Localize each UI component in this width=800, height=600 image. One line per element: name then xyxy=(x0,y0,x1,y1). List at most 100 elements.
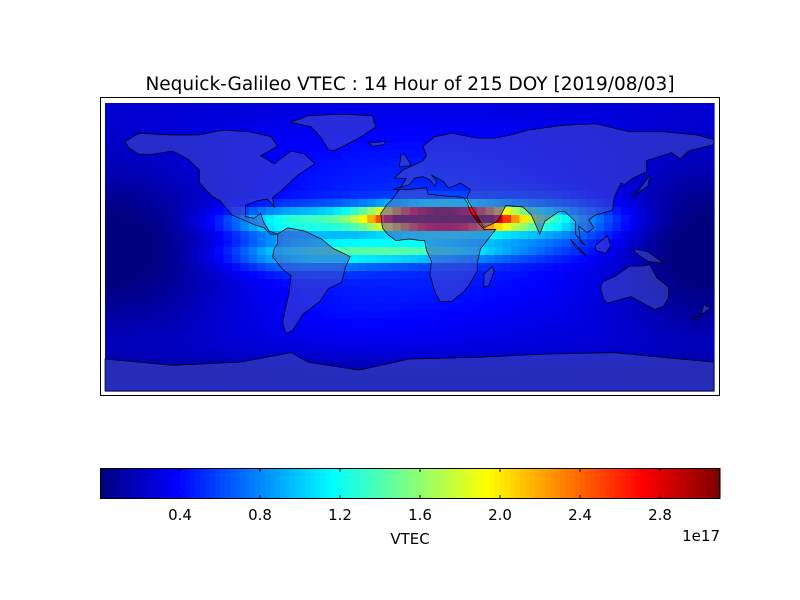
heatmap-cell xyxy=(561,295,571,304)
heatmap-cell xyxy=(527,271,537,280)
heatmap-cell xyxy=(477,255,487,264)
colorbar-segment xyxy=(615,468,621,499)
heatmap-cell xyxy=(333,175,343,184)
heatmap-cell xyxy=(485,239,495,248)
heatmap-cell xyxy=(671,311,681,320)
heatmap-cell xyxy=(468,303,478,312)
heatmap-cell xyxy=(629,175,639,184)
heatmap-cell xyxy=(384,327,394,336)
heatmap-cell xyxy=(375,335,385,344)
heatmap-cell xyxy=(248,127,258,136)
heatmap-cell xyxy=(121,263,131,272)
heatmap-cell xyxy=(223,255,233,264)
heatmap-cell xyxy=(282,335,292,344)
heatmap-cell xyxy=(511,215,521,224)
heatmap-cell xyxy=(147,247,157,256)
heatmap-cell xyxy=(223,215,233,224)
heatmap-cell xyxy=(392,143,402,152)
heatmap-cell xyxy=(553,111,563,120)
heatmap-cell xyxy=(637,255,647,264)
heatmap-cell xyxy=(663,103,673,112)
colorbar-segment xyxy=(595,468,601,499)
heatmap-cell xyxy=(164,295,174,304)
heatmap-cell xyxy=(121,255,131,264)
heatmap-cell xyxy=(172,343,182,352)
heatmap-cell xyxy=(553,343,563,352)
heatmap-cell xyxy=(697,223,707,232)
heatmap-cell xyxy=(409,295,419,304)
colorbar-segment xyxy=(400,468,406,499)
heatmap-cell xyxy=(561,335,571,344)
heatmap-cell xyxy=(105,215,115,224)
heatmap-cell xyxy=(299,127,309,136)
heatmap-cell xyxy=(130,271,140,280)
heatmap-cell xyxy=(130,151,140,160)
heatmap-cell xyxy=(417,311,428,320)
heatmap-cell xyxy=(553,239,563,248)
colorbar-segment xyxy=(620,468,626,499)
heatmap-cell xyxy=(130,223,140,232)
heatmap-cell xyxy=(164,311,174,320)
heatmap-cell xyxy=(223,319,233,328)
heatmap-cell xyxy=(308,215,318,224)
heatmap-cell xyxy=(536,319,546,328)
heatmap-cell xyxy=(561,223,571,232)
heatmap-cell xyxy=(240,303,250,312)
heatmap-cell xyxy=(409,103,419,112)
heatmap-cell xyxy=(164,111,174,120)
heatmap-cell xyxy=(511,127,521,136)
heatmap-cell xyxy=(257,295,267,304)
heatmap-cell xyxy=(477,263,487,272)
heatmap-cell xyxy=(189,287,199,296)
heatmap-cell xyxy=(654,127,664,136)
colorbar-segment xyxy=(565,468,571,499)
colorbar-segment xyxy=(605,468,611,499)
heatmap-cell xyxy=(544,303,554,312)
heatmap-cell xyxy=(443,335,453,344)
heatmap-cell xyxy=(155,343,165,352)
heatmap-cell xyxy=(206,287,216,296)
heatmap-cell xyxy=(561,263,571,272)
heatmap-cell xyxy=(680,335,690,344)
heatmap-cell xyxy=(121,175,131,184)
heatmap-cell xyxy=(231,303,241,312)
heatmap-cell xyxy=(494,295,504,304)
heatmap-cell xyxy=(527,287,537,296)
heatmap-cell xyxy=(358,255,368,264)
heatmap-cell xyxy=(587,255,597,264)
heatmap-cell xyxy=(282,135,292,144)
heatmap-cell xyxy=(206,335,216,344)
heatmap-cell xyxy=(697,287,707,296)
heatmap-cell xyxy=(172,151,182,160)
colorbar-segment xyxy=(580,468,586,499)
colorbar-segment xyxy=(670,468,676,499)
heatmap-cell xyxy=(697,327,707,336)
heatmap-cell xyxy=(409,311,419,320)
heatmap-cell xyxy=(121,223,131,232)
heatmap-cell xyxy=(688,127,698,136)
heatmap-cell xyxy=(705,111,715,120)
heatmap-cell xyxy=(688,183,698,192)
heatmap-cell xyxy=(612,327,622,336)
heatmap-cell xyxy=(680,295,690,304)
heatmap-cell xyxy=(274,215,284,224)
heatmap-cell xyxy=(130,311,140,320)
heatmap-cell xyxy=(697,271,707,280)
heatmap-cell xyxy=(198,103,208,112)
heatmap-cell xyxy=(680,215,690,224)
heatmap-cell xyxy=(604,335,614,344)
heatmap-cell xyxy=(138,127,148,136)
heatmap-cell xyxy=(189,103,199,112)
heatmap-cell xyxy=(172,167,182,176)
colorbar-segment xyxy=(300,468,306,499)
heatmap-cell xyxy=(172,279,182,288)
heatmap-cell xyxy=(155,223,165,232)
heatmap-cell xyxy=(519,231,529,240)
heatmap-cell xyxy=(409,247,419,256)
colorbar-segment xyxy=(570,468,576,499)
heatmap-cell xyxy=(358,183,368,192)
heatmap-cell xyxy=(705,167,715,176)
heatmap-cell xyxy=(308,167,318,176)
heatmap-cell xyxy=(561,303,571,312)
heatmap-cell xyxy=(570,311,580,320)
